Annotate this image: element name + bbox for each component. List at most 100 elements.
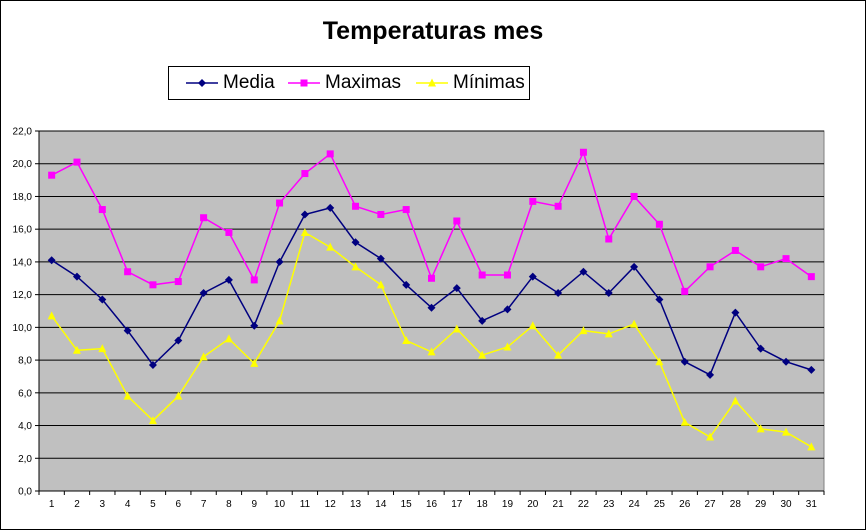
legend-swatch-minimas [416, 78, 448, 87]
data-point-media [528, 272, 537, 281]
data-point-maximas [301, 170, 309, 178]
x-tick-label: 31 [806, 499, 818, 510]
data-point-minimas [452, 324, 461, 333]
x-tick-label: 7 [201, 499, 207, 510]
data-point-minimas [72, 345, 81, 354]
x-tick-label: 12 [325, 499, 337, 510]
data-point-media [123, 326, 132, 335]
x-tick-label: 22 [578, 499, 590, 510]
data-point-maximas [630, 192, 638, 200]
data-point-minimas [680, 417, 689, 426]
data-point-maximas [529, 197, 537, 205]
data-point-minimas [579, 326, 588, 335]
data-point-maximas [402, 206, 410, 214]
data-point-media [72, 272, 81, 281]
x-tick-label: 4 [125, 499, 131, 510]
legend-swatch-maximas [288, 79, 320, 87]
y-tick-label: 20,0 [13, 159, 33, 170]
x-tick-label: 26 [679, 499, 691, 510]
data-point-media [756, 344, 765, 353]
data-point-media [275, 257, 284, 266]
x-tick-label: 24 [629, 499, 641, 510]
data-point-minimas [807, 442, 816, 451]
data-point-media [807, 365, 816, 374]
data-point-maximas [554, 202, 562, 210]
data-point-minimas [250, 358, 259, 367]
x-tick-label: 15 [401, 499, 413, 510]
y-tick-label: 4,0 [18, 421, 32, 432]
data-point-minimas [376, 280, 385, 289]
x-tick-label: 14 [375, 499, 387, 510]
data-point-maximas [807, 273, 815, 281]
data-point-maximas [326, 150, 334, 158]
data-point-minimas [528, 321, 537, 330]
data-point-maximas [377, 210, 385, 218]
data-point-minimas [199, 352, 208, 361]
legend-item-maximas: Maximas [287, 67, 401, 99]
data-point-maximas [276, 199, 284, 207]
data-point-maximas [200, 214, 208, 222]
y-tick-label: 8,0 [18, 356, 32, 367]
data-point-media [554, 289, 563, 297]
legend-item-minimas: Mínimas [415, 67, 525, 99]
x-tick-label: 6 [175, 499, 181, 510]
x-tick-label: 1 [49, 499, 55, 510]
chart-legend: Media Maximas Mínimas [168, 66, 530, 100]
data-point-maximas [579, 148, 587, 156]
y-tick-label: 0,0 [18, 487, 32, 498]
data-point-minimas [224, 334, 233, 343]
data-point-media [98, 295, 107, 304]
data-point-minimas [503, 342, 512, 351]
x-tick-label: 9 [251, 499, 257, 510]
data-point-minimas [630, 319, 639, 328]
legend-label-maximas: Maximas [325, 72, 402, 93]
data-point-media [579, 267, 588, 276]
data-point-media [376, 254, 385, 263]
x-tick-label: 17 [451, 499, 463, 510]
data-point-media [148, 361, 157, 369]
data-point-media [351, 238, 360, 247]
y-tick-label: 2,0 [18, 454, 32, 465]
legend-label-minimas: Mínimas [453, 72, 525, 93]
x-tick-label: 30 [780, 499, 792, 510]
data-point-minimas [731, 396, 740, 405]
data-point-maximas [503, 271, 511, 279]
x-tick-label: 27 [704, 499, 716, 510]
x-tick-label: 10 [274, 499, 286, 510]
data-point-media [478, 316, 487, 325]
x-tick-label: 25 [654, 499, 666, 510]
data-point-maximas [655, 220, 663, 228]
data-point-maximas [250, 276, 258, 284]
data-point-minimas [782, 427, 791, 436]
data-point-minimas [174, 391, 183, 400]
legend-item-media: Media [185, 67, 275, 99]
data-point-minimas [123, 391, 132, 400]
data-point-minimas [706, 432, 715, 441]
data-point-maximas [352, 202, 360, 210]
data-point-media [782, 357, 791, 366]
data-point-maximas [225, 228, 233, 236]
data-point-media [706, 370, 715, 379]
x-tick-label: 21 [553, 499, 565, 510]
data-point-minimas [554, 350, 563, 359]
data-point-minimas [47, 311, 56, 320]
data-point-maximas [428, 274, 435, 282]
x-tick-label: 20 [527, 499, 539, 510]
y-tick-label: 14,0 [13, 257, 33, 268]
data-point-media [326, 203, 335, 212]
data-point-minimas [756, 424, 765, 433]
data-point-maximas [757, 263, 765, 271]
x-tick-label: 13 [350, 499, 362, 510]
y-tick-label: 10,0 [13, 323, 33, 334]
x-tick-label: 23 [603, 499, 615, 510]
data-point-minimas [326, 242, 335, 251]
data-point-media [731, 308, 740, 317]
data-point-minimas [402, 335, 411, 344]
data-point-maximas [48, 171, 56, 179]
data-point-maximas [124, 268, 132, 276]
x-tick-label: 11 [300, 499, 311, 510]
data-point-media [680, 357, 689, 366]
data-point-minimas [300, 227, 309, 236]
x-tick-label: 3 [100, 499, 106, 510]
data-point-maximas [681, 287, 689, 295]
